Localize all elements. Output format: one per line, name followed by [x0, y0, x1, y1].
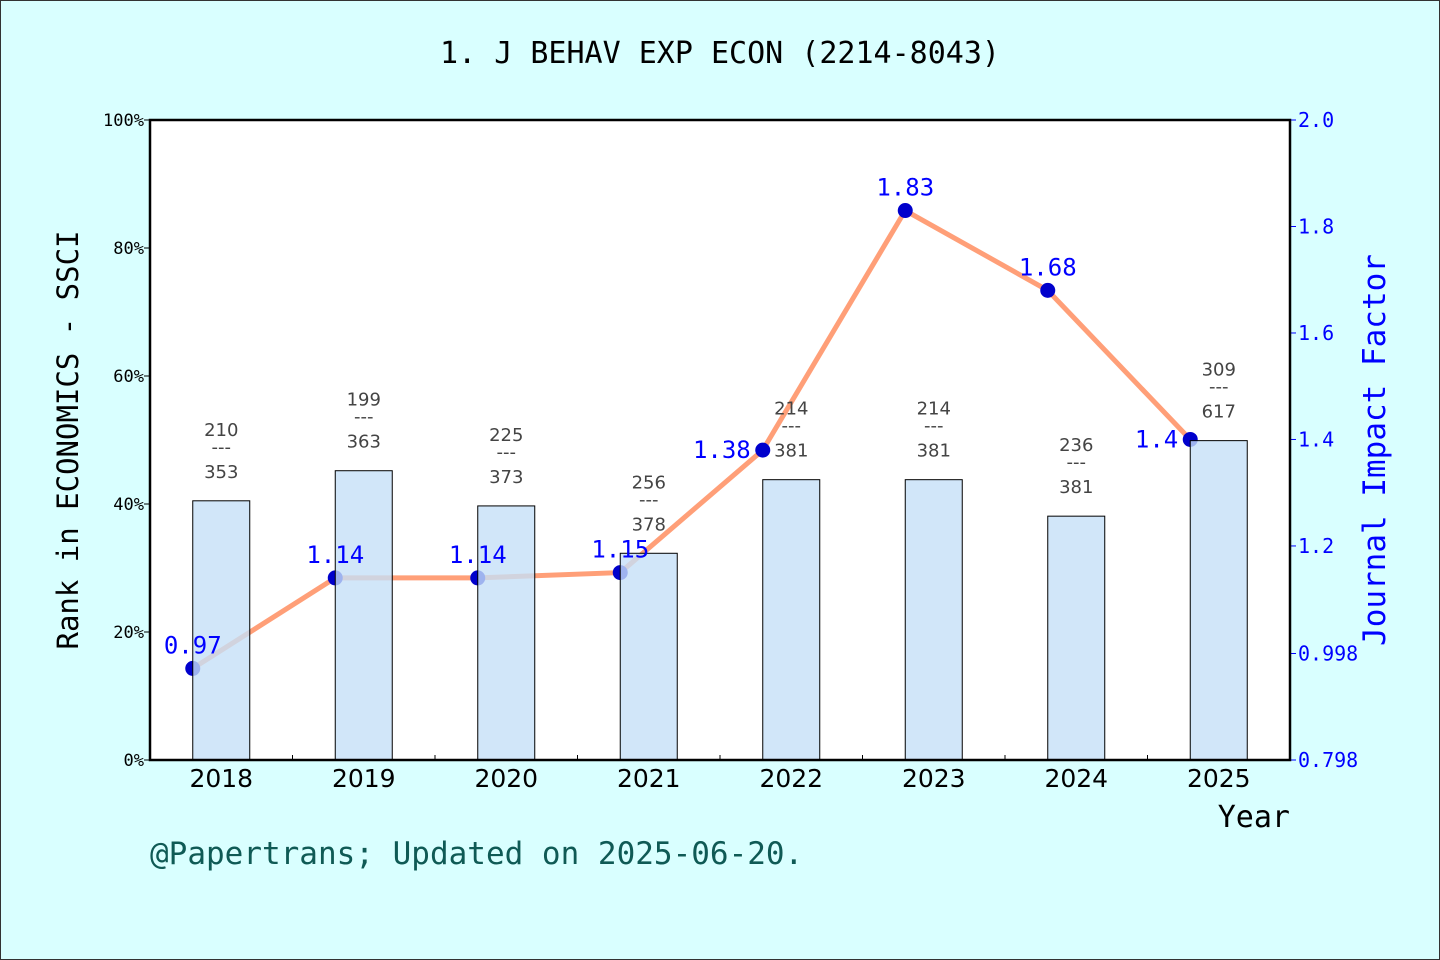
rank-label: 199 [347, 390, 381, 411]
footer-note: @Papertrans; Updated on 2025-06-20. [150, 836, 804, 872]
right-tick-label: 1.8 [1298, 214, 1334, 238]
right-tick-label: 0.798 [1298, 748, 1358, 772]
fraction-divider: --- [497, 442, 517, 463]
fraction-divider: --- [212, 437, 232, 458]
rank-label: 309 [1202, 360, 1236, 381]
total-label: 381 [1059, 477, 1093, 498]
rank-bar [904, 479, 963, 761]
total-label: 378 [632, 514, 666, 535]
left-tick-label: 20% [113, 623, 144, 643]
left-tick-label: 60% [113, 367, 144, 387]
x-tick-label: 2023 [902, 764, 966, 793]
right-tick-label: 2.0 [1298, 108, 1334, 132]
fraction-divider: --- [1209, 377, 1229, 398]
left-tick-label: 100% [103, 111, 144, 131]
fraction-divider: --- [354, 407, 374, 428]
chart-title: 1. J BEHAV EXP ECON (2214-8043) [440, 36, 1000, 71]
rank-bar [1047, 515, 1106, 761]
total-label: 381 [774, 441, 808, 462]
impact-factor-label: 0.97 [164, 631, 222, 659]
rank-label: 210 [204, 420, 238, 441]
x-tick-label: 2024 [1044, 764, 1108, 793]
right-tick-label: 1.6 [1298, 321, 1334, 345]
right-axis-label: Journal Impact Factor [1357, 254, 1393, 646]
x-tick-label: 2018 [189, 764, 253, 793]
rank-bar [334, 470, 393, 761]
left-tick-label: 0% [124, 751, 144, 771]
rank-bar [477, 505, 536, 761]
total-label: 617 [1202, 402, 1236, 423]
x-tick-label: 2025 [1187, 764, 1251, 793]
total-label: 381 [917, 441, 951, 462]
right-tick-label: 1.2 [1298, 534, 1334, 558]
impact-factor-label: 1.38 [693, 436, 751, 464]
rank-label: 236 [1059, 435, 1093, 456]
impact-factor-label: 1.15 [591, 536, 649, 564]
impact-factor-label: 1.68 [1019, 253, 1077, 281]
rank-bar [762, 479, 821, 761]
left-tick-label: 80% [113, 239, 144, 259]
impact-factor-point [897, 203, 913, 219]
left-tick-label: 40% [113, 495, 144, 515]
total-label: 353 [204, 462, 238, 483]
left-axis-label: Rank in ECONOMICS - SSCI [51, 230, 85, 649]
impact-factor-label: 1.4 [1135, 425, 1178, 453]
right-tick-label: 1.4 [1298, 427, 1334, 451]
impact-factor-point [755, 442, 771, 458]
impact-factor-label: 1.14 [306, 541, 364, 569]
rank-bar [1189, 440, 1248, 761]
rank-label: 256 [632, 472, 666, 493]
x-tick-label: 2020 [474, 764, 538, 793]
fraction-divider: --- [924, 416, 944, 437]
x-axis-label: Year [1218, 800, 1290, 835]
rank-bar [619, 552, 678, 761]
right-tick-label: 0.998 [1298, 642, 1358, 666]
total-label: 363 [347, 432, 381, 453]
fraction-divider: --- [1067, 452, 1087, 473]
x-tick-label: 2022 [759, 764, 823, 793]
x-tick-label: 2019 [332, 764, 396, 793]
rank-bar [192, 500, 251, 761]
total-label: 373 [489, 467, 523, 488]
rank-label: 214 [774, 399, 808, 420]
fraction-divider: --- [639, 489, 659, 510]
x-tick-label: 2021 [617, 764, 681, 793]
impact-factor-label: 1.14 [449, 541, 507, 569]
plot-border [148, 118, 1292, 762]
rank-label: 225 [489, 425, 523, 446]
impact-factor-label: 1.83 [876, 174, 934, 202]
rank-label: 214 [917, 399, 951, 420]
impact-factor-point [1040, 282, 1056, 298]
fraction-divider: --- [782, 416, 802, 437]
